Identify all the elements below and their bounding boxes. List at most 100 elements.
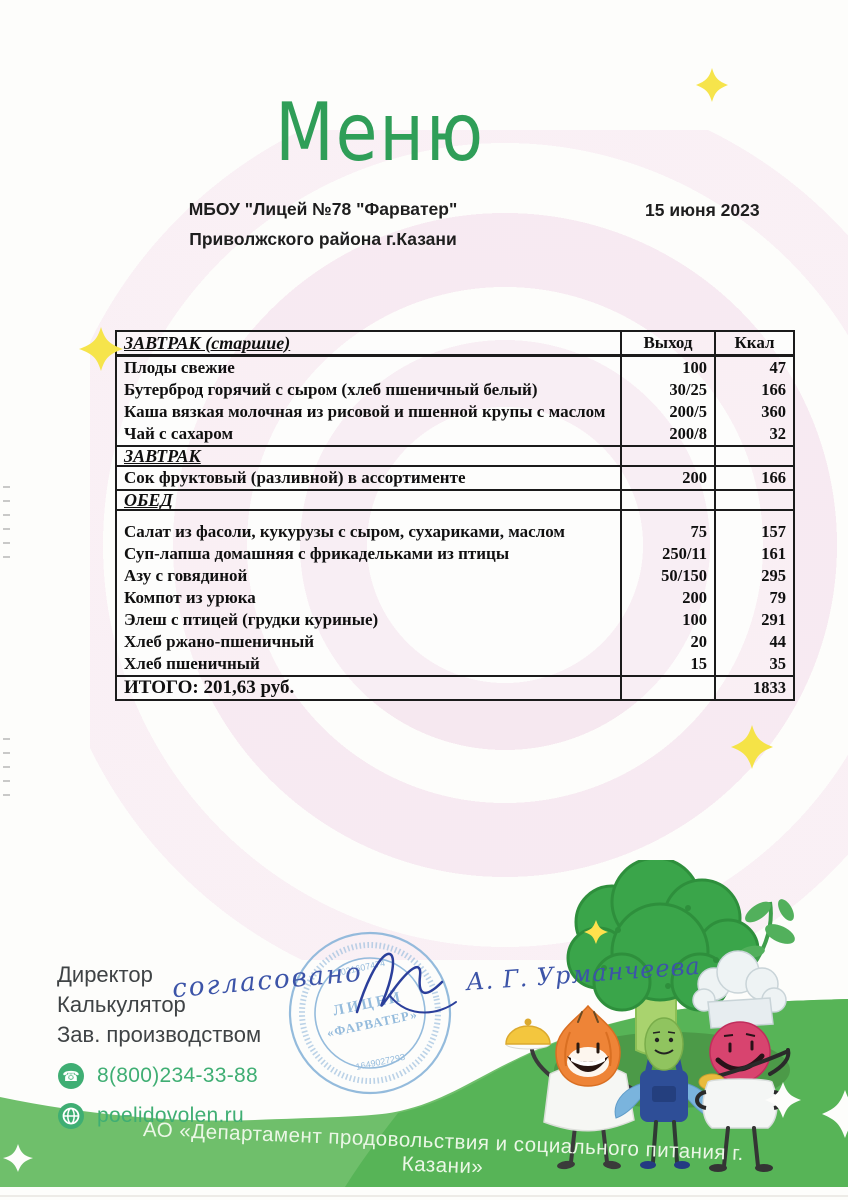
kcal-value: 166 [714, 467, 793, 489]
org-line2: Приволжского района г.Казани [189, 229, 457, 249]
dish-name: Салат из фасоли, кукурузы с сыром, сухар… [124, 522, 565, 541]
menu-row: Компот из урюка 200 79 [117, 587, 793, 609]
footer-illustration [0, 860, 848, 1187]
menu-row: Салат из фасоли, кукурузы с сыром, сухар… [117, 521, 793, 543]
output-value: 200/5 [620, 401, 714, 423]
page-title: Меню [275, 86, 485, 180]
dish-name [117, 511, 620, 521]
kcal-value: Ккал [714, 332, 793, 354]
dish-name: Бутерброд горячий с сыром (хлеб пшеничны… [124, 380, 538, 399]
kcal-value [714, 491, 793, 509]
menu-row: Элеш с птицей (грудки куриные) 100 291 [117, 609, 793, 631]
output-value [620, 447, 714, 465]
kcal-value: 161 [714, 543, 793, 565]
output-value: 15 [620, 653, 714, 675]
contacts-block: Директор Калькулятор Зав. производством … [57, 960, 261, 1130]
website-url: poelidovolen.ru [97, 1104, 244, 1127]
menu-table-rows: ЗАВТРАК (старшие) Выход Ккал Плоды свежие 10… [117, 332, 793, 699]
kcal-value [714, 511, 793, 521]
sparkle-icon [731, 725, 773, 769]
output-value: 200/8 [620, 423, 714, 445]
output-value: 75 [620, 521, 714, 543]
kcal-value: 1833 [714, 677, 793, 699]
sparkle-icon [696, 68, 728, 102]
menu-row: Хлеб ржано-пшеничный 20 44 [117, 631, 793, 653]
org-line1: МБОУ "Лицей №78 "Фарватер" [188, 199, 458, 219]
kcal-value: 35 [714, 653, 793, 675]
kcal-value [714, 447, 793, 465]
signature [355, 952, 457, 1014]
beet-chef-character [692, 950, 791, 1172]
output-value: 20 [620, 631, 714, 653]
output-value: 30/25 [620, 379, 714, 401]
scan-artifact [3, 738, 10, 808]
kcal-value: 157 [714, 521, 793, 543]
role-production-manager: Зав. производством [57, 1022, 262, 1047]
output-value: Выход [620, 332, 714, 354]
dish-name: ЗАВТРАК [124, 447, 201, 465]
kcal-value: 44 [714, 631, 793, 653]
onion-character [505, 1004, 650, 1170]
dish-name: ЗАВТРАК (старшие) [124, 332, 291, 353]
dish-name: Хлеб пшеничный [124, 654, 260, 673]
kcal-value: 79 [714, 587, 793, 609]
svg-text:☎: ☎ [62, 1069, 79, 1085]
dish-name: Компот из урюка [124, 588, 256, 607]
dish-name: Каша вязкая молочная из рисовой и пшенно… [124, 402, 606, 421]
dish-cloche [505, 1025, 551, 1045]
dish-name: ИТОГО: 201,63 руб. [124, 677, 295, 698]
star-on-broccoli [584, 920, 608, 944]
white-sparkles [3, 1082, 848, 1172]
kcal-value: 295 [714, 565, 793, 587]
output-value: 250/11 [620, 543, 714, 565]
header-row: ЗАВТРАК (старшие) Выход Ккал [117, 332, 793, 357]
menu-row: Суп-лапша домашняя с фрикадельками из пт… [117, 543, 793, 565]
menu-row: Каша вязкая молочная из рисовой и пшенно… [117, 401, 793, 423]
role-director: Директор [57, 962, 153, 987]
dish-name: ОБЕД [124, 491, 173, 509]
section-row: ЗАВТРАК [117, 445, 793, 467]
kcal-value: 291 [714, 609, 793, 631]
dish-name: Азу с говядиной [124, 566, 248, 585]
role-calculator: Калькулятор [57, 992, 186, 1017]
output-value: 100 [620, 609, 714, 631]
leaf-sprig [739, 899, 795, 980]
chef-hat [692, 950, 787, 1029]
scan-artifact [3, 486, 10, 566]
sparkle-icon [79, 327, 123, 371]
dish-name: Чай с сахаром [124, 424, 234, 443]
dish-name: Хлеб ржано-пшеничный [124, 632, 315, 651]
menu-row: Плоды свежие 100 47 [117, 357, 793, 379]
menu-row: Сок фруктовый (разливной) в ассортименте… [117, 467, 793, 489]
kcal-value: 47 [714, 357, 793, 379]
spacer-row [117, 511, 793, 521]
phone-number: 8(800)234-33-88 [97, 1064, 258, 1087]
menu-row: Чай с сахаром 200/8 32 [117, 423, 793, 445]
output-value: 200 [620, 587, 714, 609]
output-value [620, 511, 714, 521]
menu-row: Бутерброд горячий с сыром (хлеб пшеничны… [117, 379, 793, 401]
dish-name: Элеш с птицей (грудки куриные) [124, 610, 379, 629]
dish-name: Сок фруктовый (разливной) в ассортименте [124, 468, 466, 487]
menu-date: 15 июня 2023 [645, 200, 760, 220]
dish-name: Суп-лапша домашняя с фрикадельками из пт… [124, 544, 510, 563]
kcal-value: 166 [714, 379, 793, 401]
stamp-number-bottom: 1649027293 [355, 1052, 406, 1072]
menu-table: ЗАВТРАК (старшие) Выход Ккал Плоды свежие 10… [115, 330, 795, 701]
menu-row: Азу с говядиной 50/150 295 [117, 565, 793, 587]
globe-icon [58, 1103, 84, 1129]
output-value: 50/150 [620, 565, 714, 587]
output-value [620, 677, 714, 699]
organization-name: МБОУ "Лицей №78 "Фарватер" Приволжского … [132, 194, 514, 254]
kcal-value: 360 [714, 401, 793, 423]
output-value: 200 [620, 467, 714, 489]
kcal-value: 32 [714, 423, 793, 445]
output-value [620, 491, 714, 509]
broccoli-character [566, 860, 760, 1056]
total-row: ИТОГО: 201,63 руб. 1833 [117, 675, 793, 699]
watermark-rings [90, 130, 848, 960]
phone-icon: ☎ [58, 1063, 84, 1089]
output-value: 100 [620, 357, 714, 379]
scan-edge [0, 1195, 848, 1197]
